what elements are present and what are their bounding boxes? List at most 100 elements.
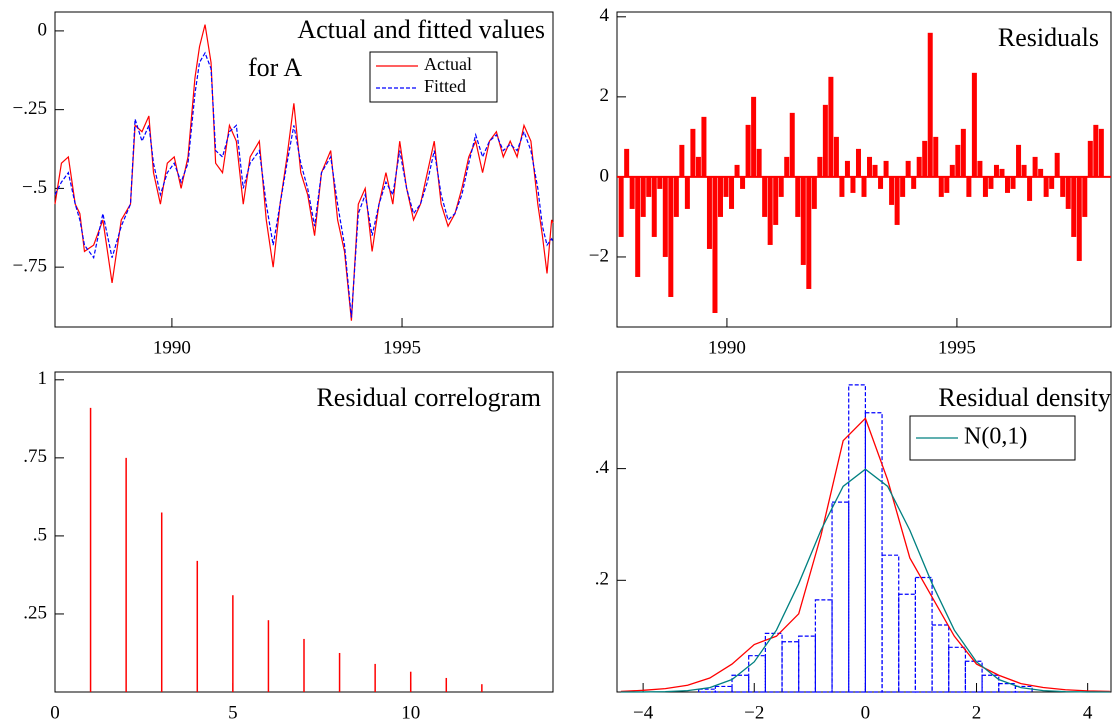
bar — [878, 176, 884, 189]
chart-title: Residual correlogram — [316, 383, 541, 412]
bar — [817, 156, 823, 177]
y-tick-label: −.25 — [13, 98, 47, 119]
bar — [966, 176, 972, 197]
bar — [977, 160, 983, 177]
bar — [938, 176, 944, 197]
x-tick-label: 1990 — [153, 337, 191, 358]
bar — [944, 176, 950, 193]
bar — [993, 164, 999, 177]
plot-frame — [54, 11, 554, 328]
x-tick-label: −2 — [744, 702, 764, 723]
histogram-bar — [881, 554, 900, 693]
bar — [712, 176, 718, 313]
bar — [861, 176, 867, 197]
bar — [1071, 176, 1077, 237]
bar — [822, 104, 828, 177]
histogram-bar — [781, 641, 800, 693]
bar — [1038, 168, 1044, 177]
bar — [883, 160, 889, 177]
bar — [927, 32, 933, 177]
y-tick-label: −.75 — [13, 256, 47, 277]
x-tick-label: 1995 — [383, 337, 421, 358]
bar — [905, 160, 911, 177]
plot-frame — [616, 11, 1112, 328]
bar — [762, 176, 768, 217]
bar — [778, 176, 784, 197]
y-tick-label: .25 — [23, 602, 47, 623]
bar — [949, 164, 955, 177]
bar — [729, 176, 735, 209]
bar — [1060, 176, 1066, 197]
bar — [706, 176, 712, 249]
y-tick-label: .5 — [33, 524, 47, 545]
bar — [756, 148, 762, 177]
histogram-bar — [914, 576, 933, 693]
bar — [1093, 124, 1099, 177]
histogram-bar — [864, 412, 883, 693]
bar — [673, 176, 679, 217]
x-tick-label: 2 — [972, 702, 982, 723]
histogram-bar — [831, 501, 850, 693]
bar — [640, 176, 646, 217]
x-tick-label: 0 — [861, 702, 871, 723]
bar — [679, 144, 685, 177]
bar — [624, 148, 630, 177]
x-tick-label: 1995 — [938, 337, 976, 358]
bar — [1005, 176, 1011, 193]
x-tick-label: 0 — [50, 702, 60, 723]
x-tick-label: 1990 — [708, 337, 746, 358]
bar — [1010, 176, 1016, 189]
bar — [1054, 152, 1060, 177]
legend-label: Fitted — [424, 76, 466, 96]
y-tick-label: .75 — [23, 446, 47, 467]
bar — [751, 96, 757, 177]
bar — [1032, 156, 1038, 177]
bar — [646, 176, 652, 197]
histogram-bar — [814, 599, 833, 693]
legend-box — [369, 51, 498, 103]
y-tick-label: 0 — [600, 165, 610, 186]
bar — [789, 112, 795, 177]
bar — [668, 176, 674, 297]
bar — [701, 116, 707, 177]
bar — [971, 72, 977, 177]
bar — [784, 156, 790, 177]
bar — [740, 176, 746, 189]
x-tick-label: 4 — [1083, 702, 1093, 723]
bar — [662, 176, 668, 257]
bar — [844, 160, 850, 177]
y-tick-label: 0 — [38, 19, 48, 40]
bar — [894, 176, 900, 225]
bar — [933, 136, 939, 177]
bar — [916, 156, 922, 177]
y-tick-label: −.5 — [22, 177, 47, 198]
bar — [1065, 176, 1071, 209]
bar — [745, 124, 751, 177]
bar — [960, 128, 966, 177]
bar — [872, 164, 878, 177]
bar — [900, 176, 906, 197]
histogram-bar — [798, 635, 816, 693]
bar — [850, 176, 856, 193]
chart-title: Actual and fitted values — [297, 15, 545, 44]
bar — [867, 156, 873, 177]
bar — [773, 176, 779, 225]
bar — [657, 176, 663, 189]
series-line — [54, 24, 554, 321]
bar — [1087, 140, 1093, 177]
histogram-bar — [931, 624, 950, 693]
bar — [839, 176, 845, 197]
density-line — [620, 417, 1110, 693]
bar — [982, 176, 988, 197]
y-tick-label: .4 — [595, 457, 610, 478]
bar — [955, 144, 961, 177]
bar — [999, 168, 1005, 177]
x-tick-label: −4 — [633, 702, 654, 723]
bar — [723, 176, 729, 197]
bar — [695, 156, 701, 177]
bar — [767, 176, 773, 245]
bar — [690, 128, 696, 177]
histogram-bar — [698, 688, 716, 693]
chart-title: Residual density — [938, 383, 1111, 412]
